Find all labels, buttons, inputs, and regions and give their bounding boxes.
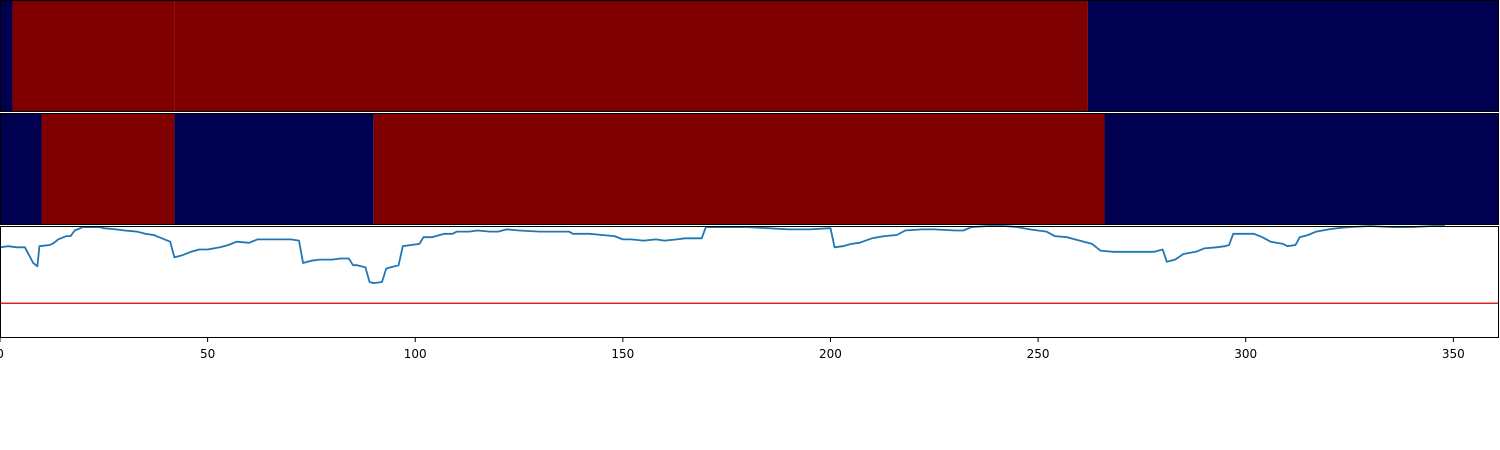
strip-1-segment-high-dark: [174, 0, 1088, 112]
strip-2-segment-low: [174, 113, 374, 225]
strip-2-segment-low: [1104, 113, 1499, 225]
x-tick-label: 350: [1442, 347, 1465, 361]
x-tick-label: 100: [404, 347, 427, 361]
strip-2-segment-high: [373, 113, 1105, 225]
x-tick-label: 200: [819, 347, 842, 361]
strip-1-segment-high: [12, 0, 175, 112]
x-tick-label: 50: [200, 347, 215, 361]
strip-1-frame: [0, 0, 1499, 112]
strip-2-segment-low: [0, 113, 42, 225]
x-tick-label: 250: [1027, 347, 1050, 361]
signal-series-line: [0, 225, 1445, 284]
x-tick-label: 300: [1234, 347, 1257, 361]
state-strip-1: [0, 0, 1499, 112]
x-tick-label: 0: [0, 347, 4, 361]
state-strip-2: [0, 113, 1499, 225]
strip-1-segment-low: [1087, 0, 1499, 112]
x-tick-label: 150: [611, 347, 634, 361]
signal-plot-frame: [0, 226, 1499, 338]
x-axis: 0 50 100 150 200 250 300 350: [0, 338, 1465, 361]
strip-2-frame: [0, 113, 1499, 225]
strip-1-segment-low: [0, 0, 13, 112]
strip-2-segment-high: [41, 113, 175, 225]
signal-plot: [0, 225, 1499, 338]
